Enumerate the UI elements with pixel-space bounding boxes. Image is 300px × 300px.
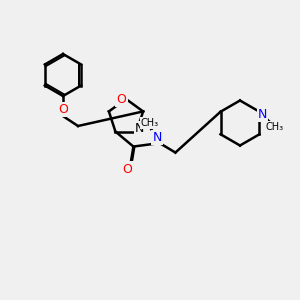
Text: O: O: [122, 163, 132, 176]
Text: O: O: [58, 103, 68, 116]
Text: N: N: [153, 131, 162, 144]
Text: N: N: [258, 108, 267, 121]
Text: CH₃: CH₃: [141, 118, 159, 128]
Text: CH₃: CH₃: [266, 122, 284, 132]
Text: O: O: [117, 92, 126, 106]
Text: N: N: [135, 122, 144, 135]
